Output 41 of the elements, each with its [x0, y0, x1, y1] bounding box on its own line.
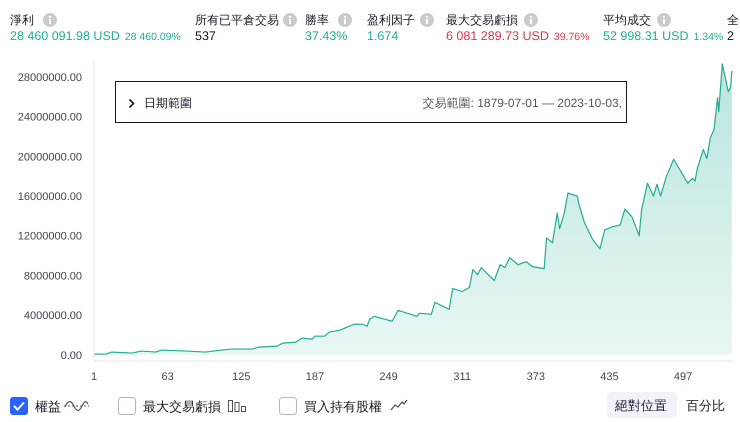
text: 537	[195, 29, 216, 43]
text: 1.34%	[693, 31, 724, 43]
y-tick-label: 20000000.00	[18, 151, 82, 164]
annotation: 日期範圍	[144, 96, 192, 110]
text: 勝率	[305, 13, 329, 27]
y-tick-label: 12000000.00	[18, 230, 82, 243]
x-tick-label: 249	[379, 370, 398, 383]
y-tick-label: 16000000.00	[18, 191, 82, 204]
text: 37.43%	[305, 29, 348, 43]
text: 百分比	[686, 398, 725, 413]
text: 淨利	[10, 13, 34, 27]
text: 1.674	[367, 29, 398, 43]
text: 最大交易虧損	[446, 13, 518, 27]
x-tick-label: 435	[600, 370, 619, 383]
text: 買入持有股權	[304, 399, 382, 414]
x-tick-label: 1	[90, 370, 98, 383]
text: 盈利因子	[367, 13, 415, 27]
y-tick-label: 24000000.00	[18, 112, 82, 124]
text: 39.76%	[554, 31, 590, 43]
x-tick-label: 311	[453, 370, 471, 383]
annotation: 交易範圍: 1879-07-01 — 2023-10-03,	[422, 96, 622, 110]
y-tick-label: 8000000.00	[24, 270, 82, 282]
text: 最大交易虧損	[143, 399, 221, 414]
text: 2	[727, 29, 734, 43]
y-tick-label: 4000000.00	[24, 310, 82, 322]
x-tick-label: 497	[674, 370, 692, 383]
y-tick-label: 0.00	[60, 350, 82, 362]
text: 所有已平倉交易	[195, 13, 279, 27]
x-tick-label: 125	[232, 370, 250, 383]
text: 28 460 091.98 USD	[10, 29, 120, 43]
text: 平均成交	[603, 13, 651, 27]
text: 52 998.31 USD	[603, 29, 688, 43]
x-tick-label: 373	[526, 370, 546, 383]
x-tick-label: 63	[162, 370, 174, 383]
y-tick-label: 28000000.00	[18, 72, 82, 84]
toggle-button: 絕對位置	[607, 392, 677, 418]
text: 6 081 289.73 USD	[446, 29, 549, 43]
x-tick-label: 187	[306, 370, 324, 383]
text: 全	[727, 13, 739, 27]
legend-label: 權益	[35, 399, 61, 414]
text: 28 460.09%	[124, 31, 181, 43]
